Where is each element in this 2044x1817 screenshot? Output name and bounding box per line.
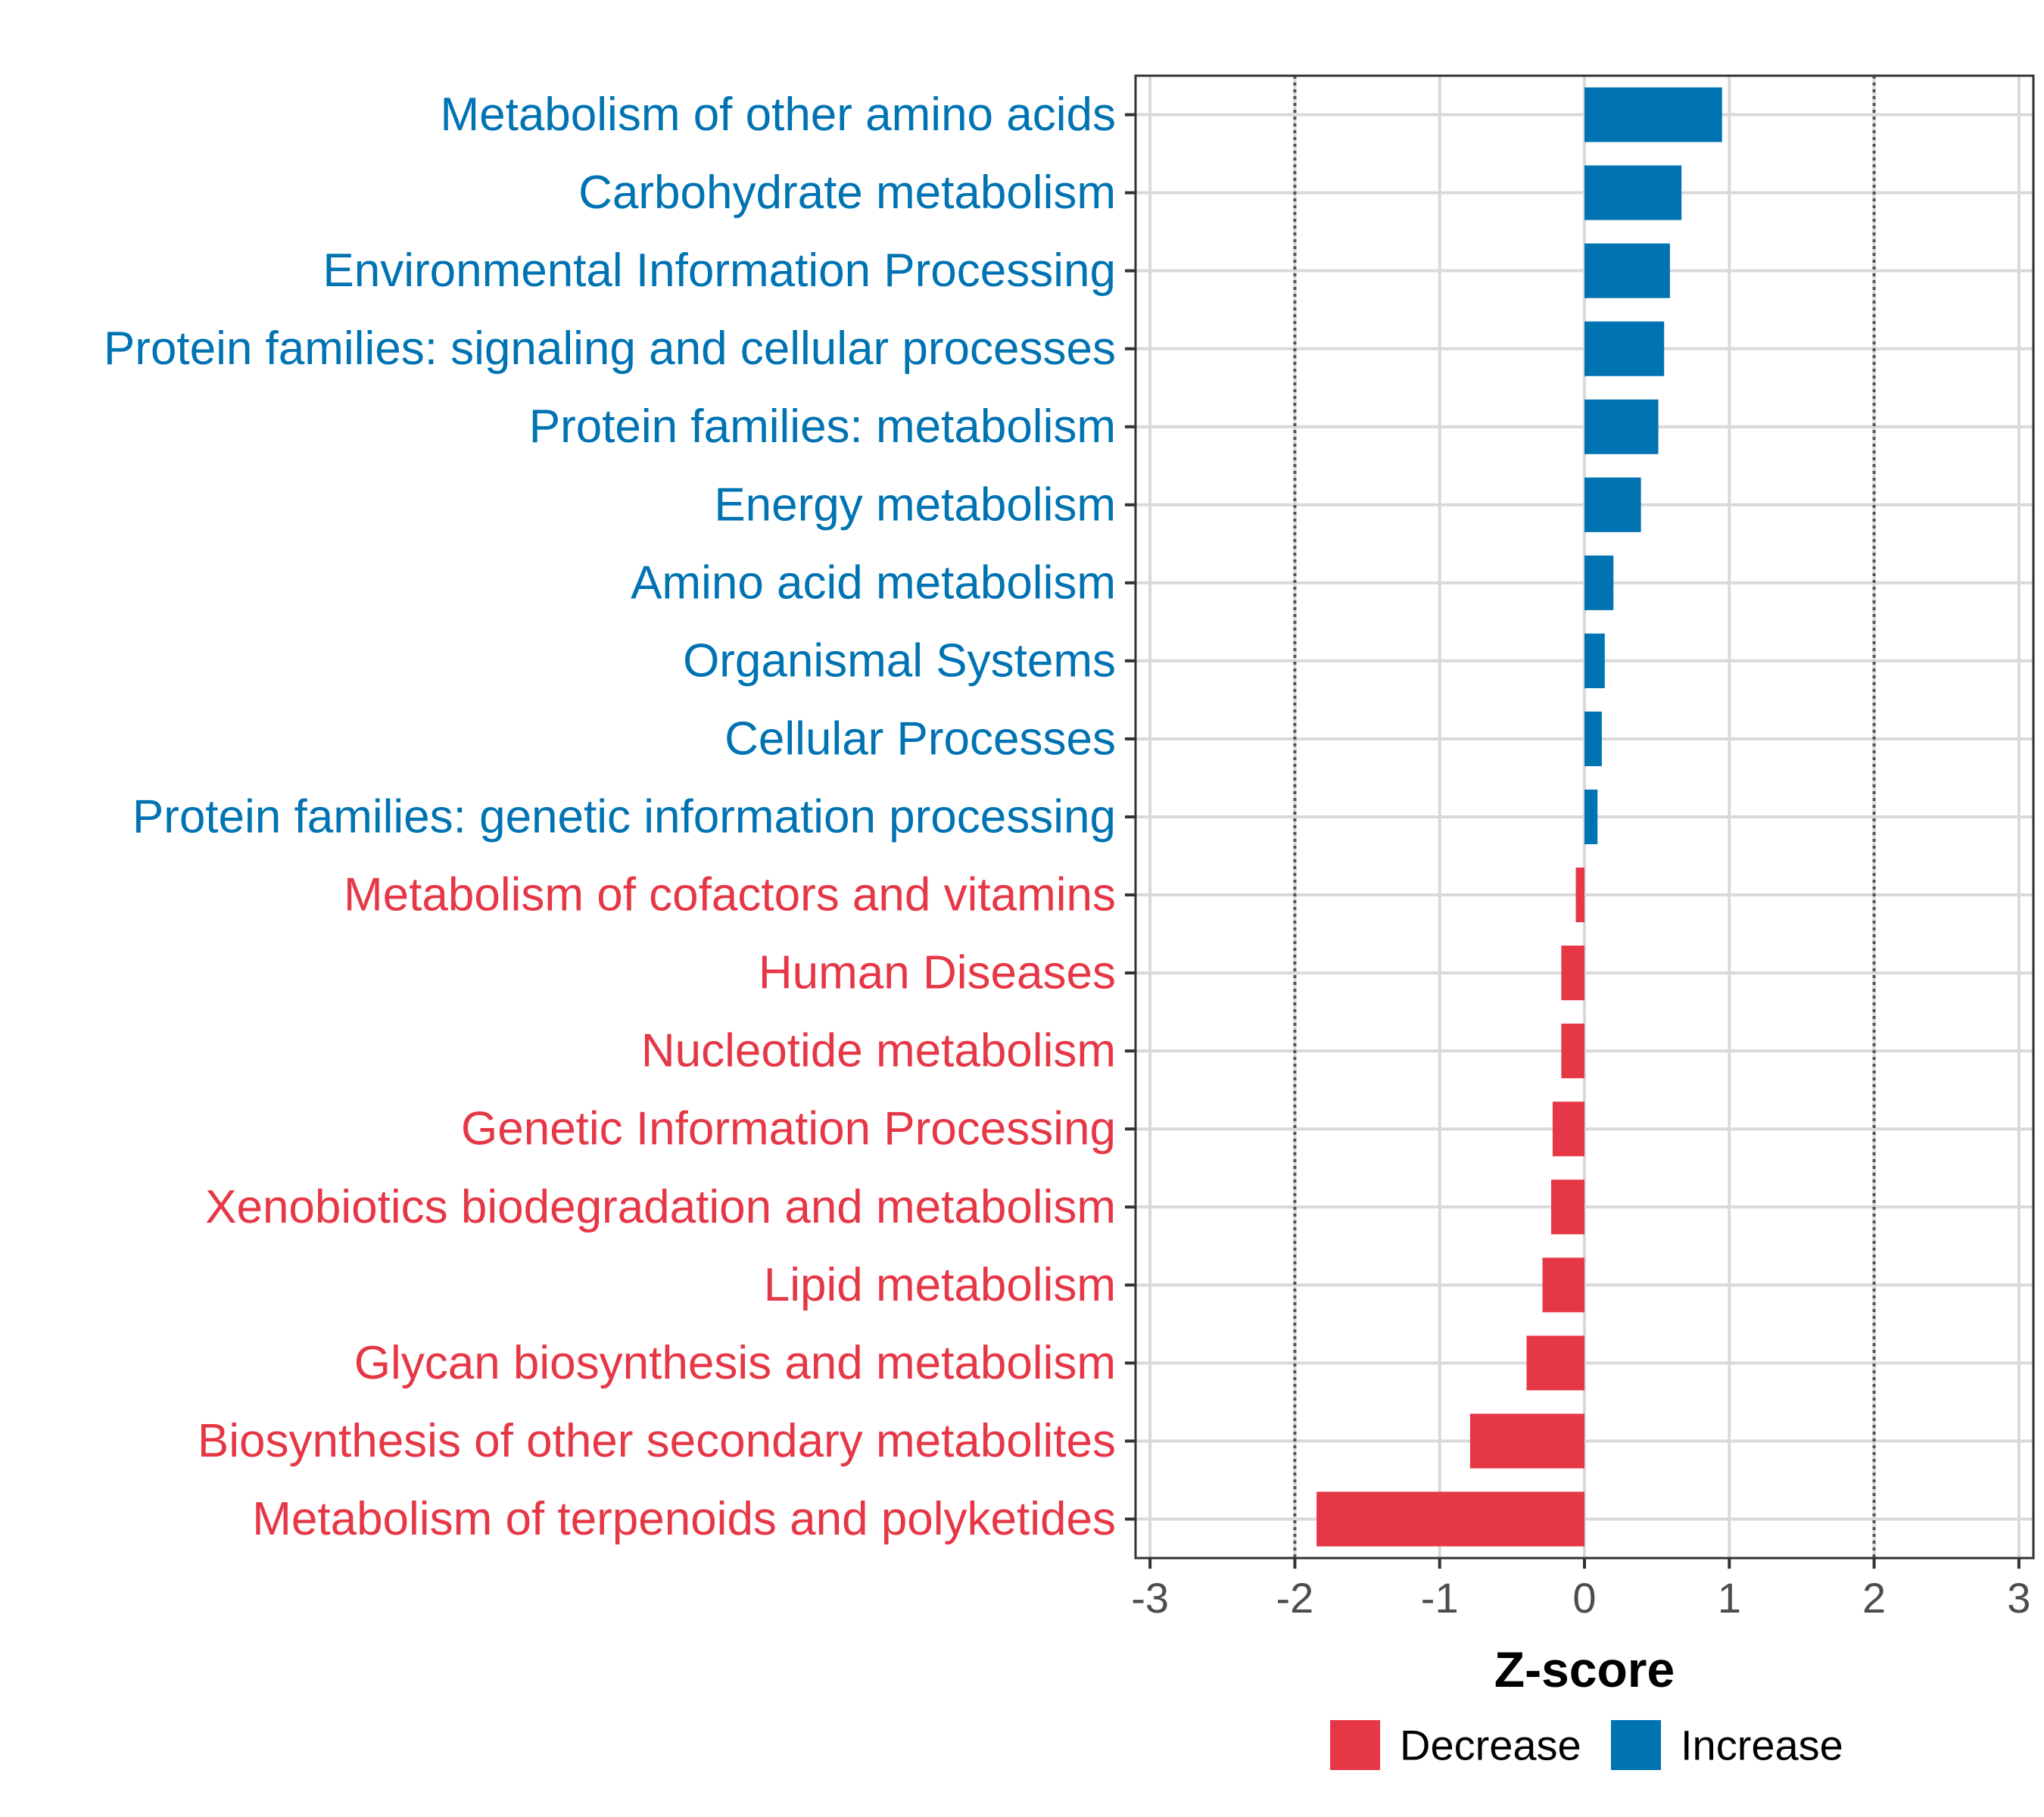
bar-2	[1584, 243, 1670, 298]
bar-17	[1469, 1413, 1584, 1469]
y-tick-label-6: Amino acid metabolism	[631, 556, 1116, 609]
y-tick-label-7: Organismal Systems	[683, 634, 1116, 687]
bar-10	[1575, 867, 1584, 923]
bar-layer	[1316, 87, 1722, 1547]
bar-14	[1551, 1180, 1584, 1235]
x-axis: -3 -2 -1 0 1 2 3	[1131, 1558, 2030, 1622]
y-tick-label-14: Xenobiotics biodegradation and metabolis…	[205, 1181, 1116, 1233]
bar-4	[1584, 399, 1659, 454]
y-tick-label-4: Protein families: metabolism	[529, 400, 1116, 453]
x-tick-label-2: -1	[1421, 1574, 1459, 1622]
y-tick-label-9: Protein families: genetic information pr…	[132, 791, 1116, 843]
bar-5	[1584, 477, 1641, 532]
x-tick-label-4: 1	[1718, 1574, 1741, 1622]
legend-label-increase: Increase	[1681, 1722, 1843, 1769]
bar-8	[1584, 711, 1602, 767]
y-tick-label-13: Genetic Information Processing	[461, 1103, 1116, 1155]
y-tick-label-11: Human Diseases	[759, 947, 1116, 999]
y-tick-label-15: Lipid metabolism	[764, 1259, 1116, 1311]
y-tick-label-10: Metabolism of cofactors and vitamins	[344, 869, 1116, 921]
reference-lines	[1293, 76, 1876, 1558]
legend-swatch-decrease	[1330, 1720, 1380, 1770]
x-tick-label-3: 0	[1572, 1574, 1596, 1622]
y-tick-label-5: Energy metabolism	[714, 478, 1116, 531]
bar-0	[1584, 87, 1722, 142]
x-tick-label-5: 2	[1862, 1574, 1886, 1622]
y-tick-label-16: Glycan biosynthesis and metabolism	[354, 1337, 1116, 1389]
x-axis-title: Z-score	[1494, 1641, 1675, 1697]
bar-12	[1561, 1024, 1584, 1079]
y-tick-label-2: Environmental Information Processing	[322, 245, 1116, 297]
y-tick-label-17: Biosynthesis of other secondary metaboli…	[198, 1415, 1116, 1467]
x-tick-label-6: 3	[2007, 1574, 2030, 1622]
bar-16	[1526, 1335, 1584, 1391]
x-tick-label-0: -3	[1131, 1574, 1169, 1622]
x-tick-label-1: -2	[1276, 1574, 1314, 1622]
y-axis: Metabolism of other amino acids Carbohydr…	[104, 89, 1136, 1545]
bar-15	[1542, 1258, 1584, 1313]
bar-1	[1584, 165, 1682, 220]
legend-swatch-increase	[1611, 1720, 1661, 1770]
y-tick-label-12: Nucleotide metabolism	[641, 1025, 1116, 1077]
bar-13	[1552, 1102, 1584, 1157]
bar-6	[1584, 555, 1614, 610]
bar-11	[1561, 946, 1584, 1001]
y-tick-label-18: Metabolism of terpenoids and polyketides	[252, 1493, 1116, 1545]
legend: Decrease Increase	[1330, 1720, 1843, 1770]
y-tick-label-0: Metabolism of other amino acids	[440, 89, 1116, 141]
bar-3	[1584, 321, 1665, 376]
y-tick-label-3: Protein families: signaling and cellular…	[104, 323, 1116, 375]
bar-9	[1584, 789, 1598, 845]
bar-7	[1584, 633, 1605, 688]
bar-18	[1316, 1491, 1584, 1547]
y-tick-label-1: Carbohydrate metabolism	[578, 167, 1116, 219]
y-tick-label-8: Cellular Processes	[724, 712, 1116, 765]
legend-label-decrease: Decrease	[1400, 1722, 1581, 1769]
